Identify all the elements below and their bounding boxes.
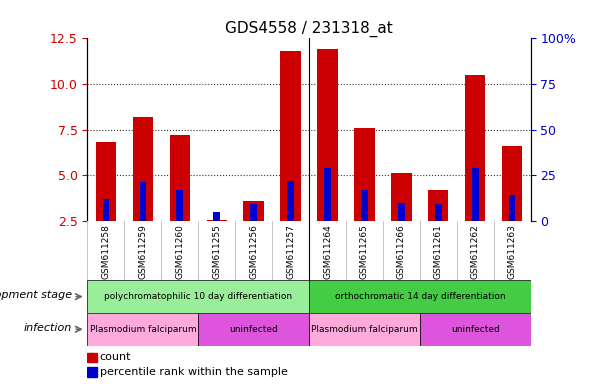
Text: uninfected: uninfected (229, 325, 278, 334)
Bar (502, 146, 522, 221)
Text: GSM611255: GSM611255 (212, 224, 221, 279)
Text: GSM611264: GSM611264 (323, 224, 332, 278)
Text: uninfected: uninfected (451, 325, 500, 334)
Bar (309, 280, 531, 313)
Text: Plasmodium falciparum: Plasmodium falciparum (89, 325, 196, 334)
Bar (509, 195, 516, 221)
Text: GSM611258: GSM611258 (101, 224, 110, 279)
Bar (87, 313, 198, 346)
Text: count: count (100, 353, 131, 362)
Text: percentile rank within the sample: percentile rank within the sample (100, 367, 288, 377)
Bar (324, 168, 331, 221)
Bar (213, 212, 220, 221)
Bar (250, 204, 257, 221)
Title: GDS4558 / 231318_at: GDS4558 / 231318_at (225, 21, 393, 37)
Text: GSM611256: GSM611256 (249, 224, 258, 279)
Bar (391, 173, 411, 221)
Text: GSM611260: GSM611260 (175, 224, 185, 279)
Text: GSM611266: GSM611266 (397, 224, 406, 279)
Text: infection: infection (24, 323, 72, 333)
Bar (398, 202, 405, 221)
Text: GSM611259: GSM611259 (138, 224, 147, 279)
Bar (207, 220, 227, 221)
Bar (435, 204, 441, 221)
Bar (96, 142, 116, 221)
Text: Plasmodium falciparum: Plasmodium falciparum (311, 325, 418, 334)
Text: GSM611262: GSM611262 (471, 224, 480, 278)
Text: GSM611265: GSM611265 (360, 224, 369, 279)
Bar (103, 199, 109, 221)
Bar (472, 168, 479, 221)
Bar (177, 190, 183, 221)
Bar (139, 182, 146, 221)
Bar (87, 280, 309, 313)
Bar (87, 367, 96, 377)
Bar (309, 313, 420, 346)
Bar (287, 180, 294, 221)
Text: polychromatophilic 10 day differentiation: polychromatophilic 10 day differentiatio… (104, 292, 292, 301)
Bar (317, 49, 338, 221)
Bar (361, 190, 368, 221)
Bar (280, 51, 301, 221)
Bar (87, 353, 96, 362)
Bar (428, 190, 449, 221)
Bar (420, 313, 531, 346)
Bar (244, 201, 264, 221)
Text: development stage: development stage (0, 290, 72, 300)
Text: GSM611263: GSM611263 (508, 224, 517, 279)
Text: orthochromatic 14 day differentiation: orthochromatic 14 day differentiation (335, 292, 505, 301)
Bar (90, 353, 92, 362)
Text: GSM611261: GSM611261 (434, 224, 443, 279)
Bar (355, 128, 374, 221)
Bar (465, 75, 485, 221)
Bar (198, 313, 309, 346)
Text: GSM611257: GSM611257 (286, 224, 295, 279)
Bar (169, 135, 190, 221)
Bar (133, 117, 153, 221)
